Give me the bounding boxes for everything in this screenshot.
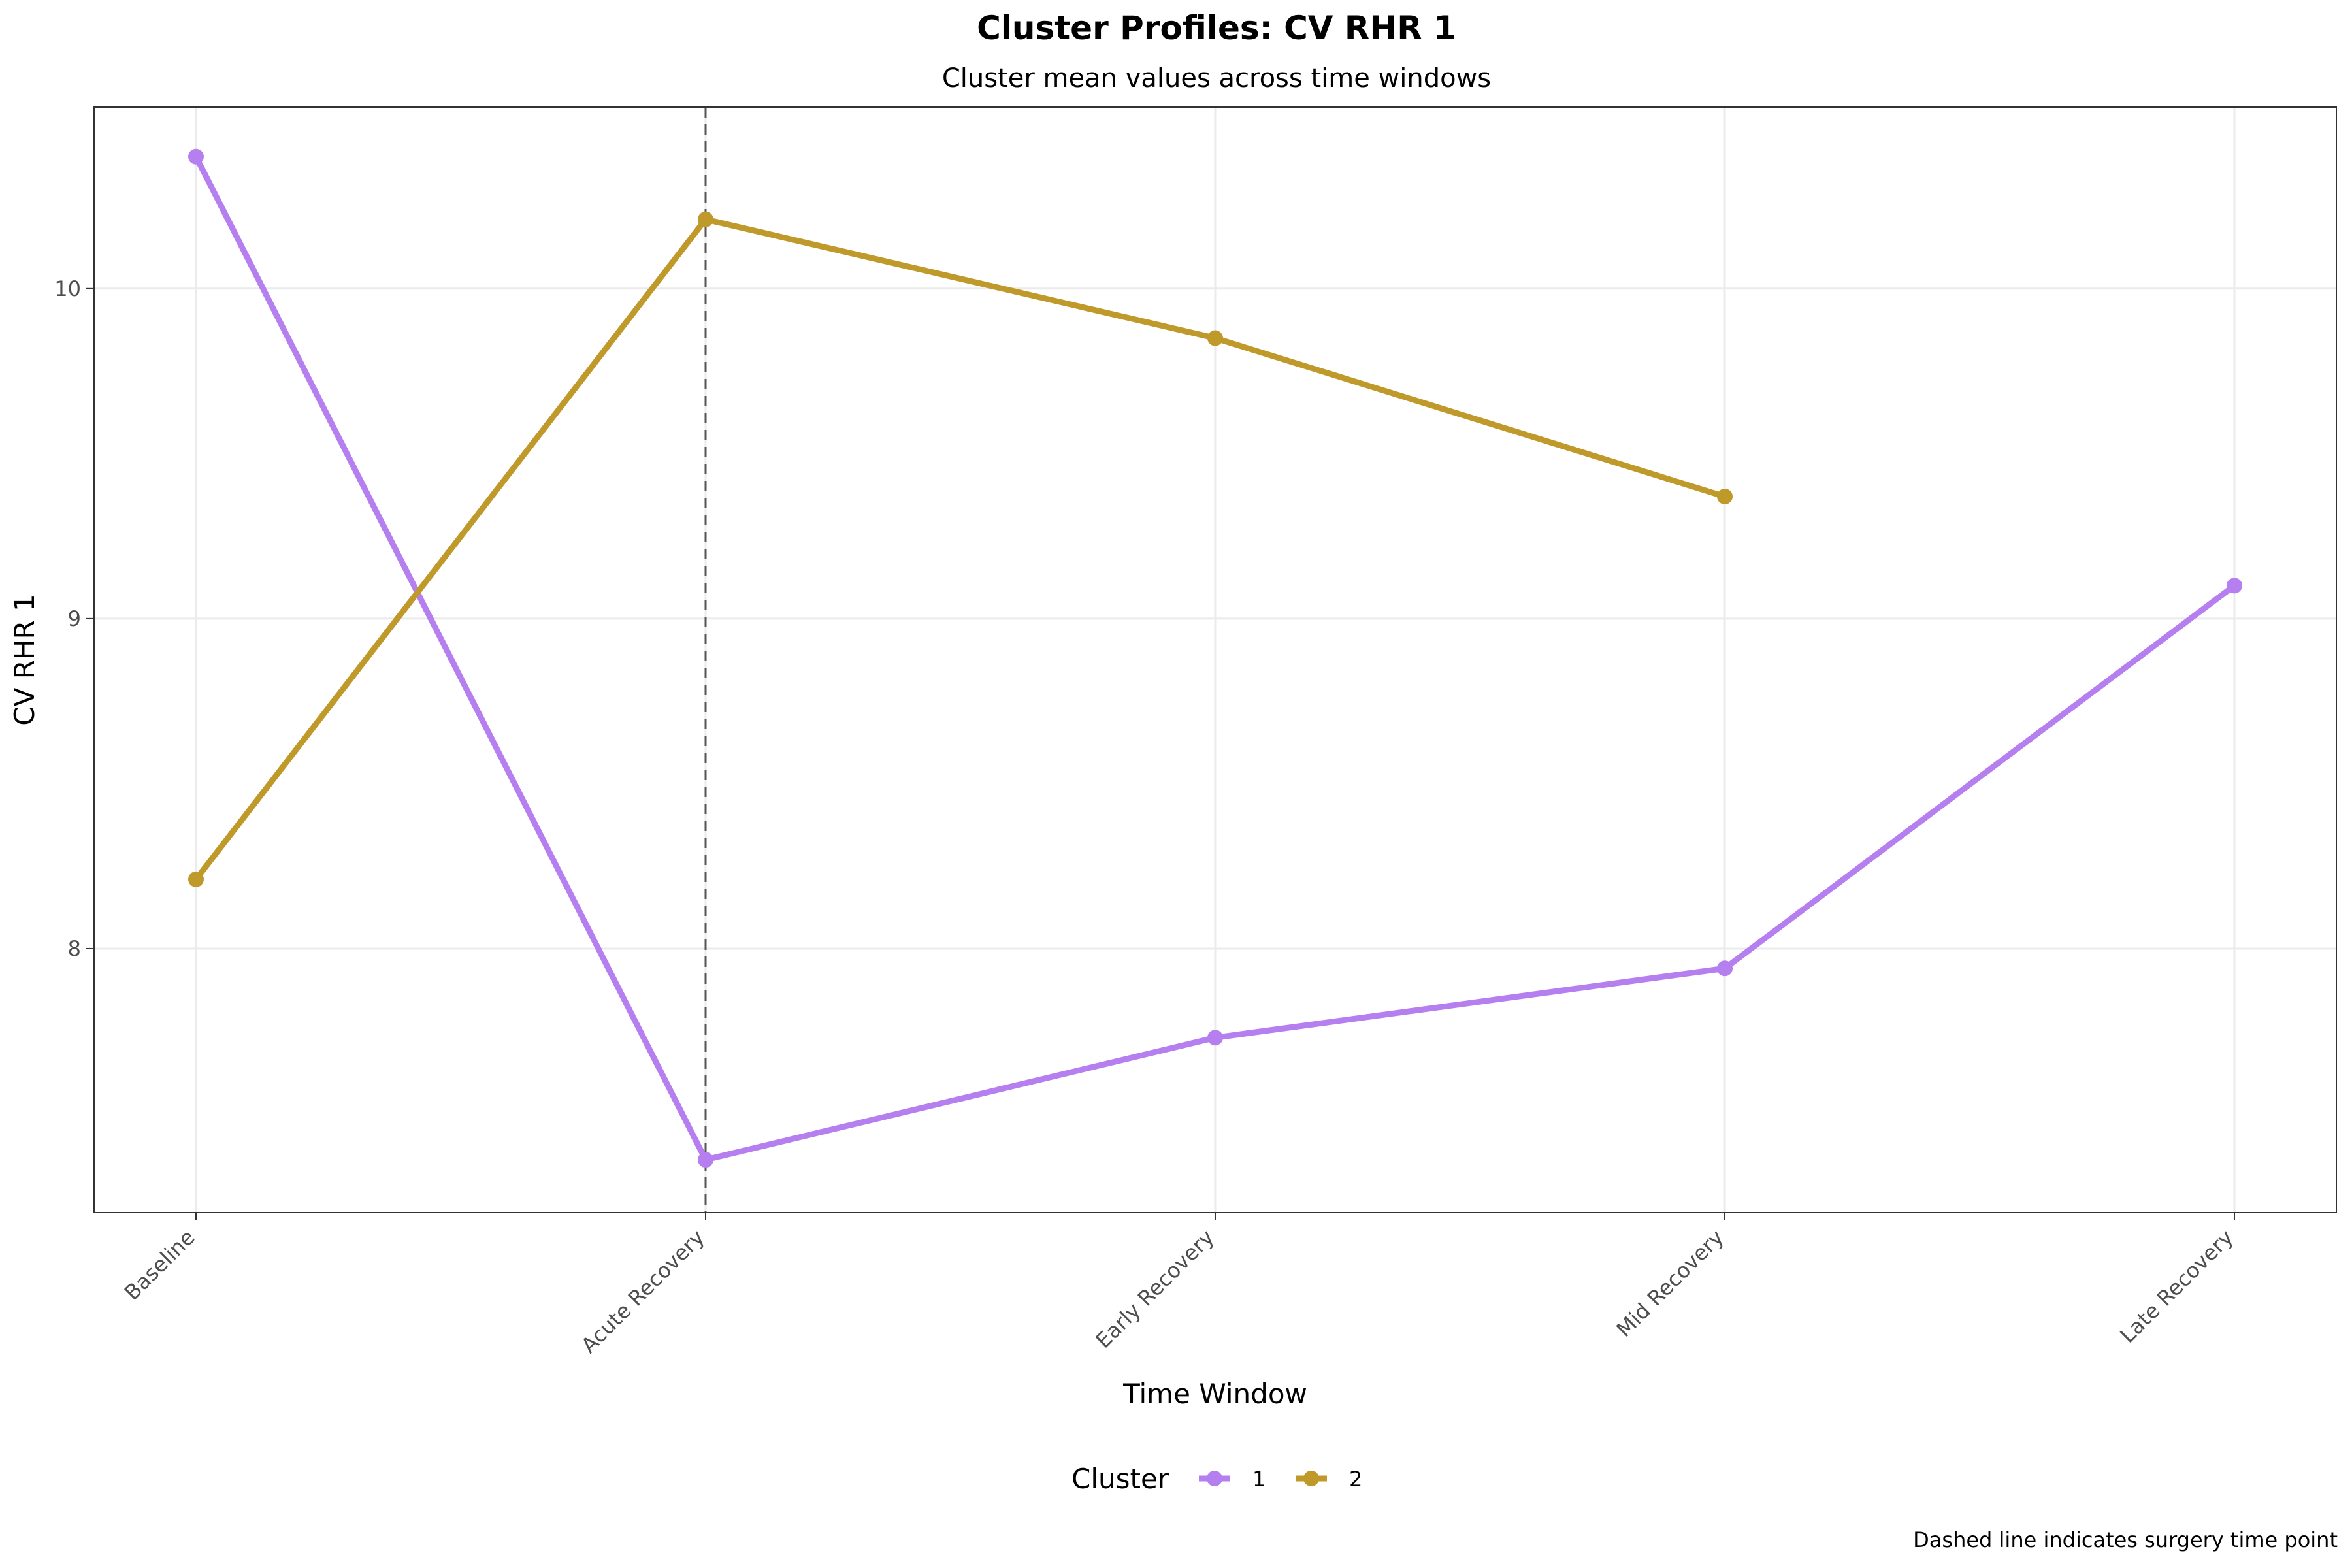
chart-caption: Dashed line indicates surgery time point <box>1913 1527 2338 1552</box>
legend-key-point-1 <box>1207 1471 1222 1486</box>
legend-key-point-2 <box>1303 1471 1319 1486</box>
series-layer <box>188 148 2242 1168</box>
data-point-series-2 <box>698 211 713 227</box>
x-tick-label: Late Recovery <box>2115 1225 2238 1348</box>
x-tick-label: Mid Recovery <box>1612 1225 1729 1342</box>
x-tick-label: Acute Recovery <box>576 1225 710 1358</box>
data-point-series-1 <box>698 1152 713 1168</box>
legend-title: Cluster <box>1071 1463 1169 1495</box>
series-line-2 <box>193 216 1728 883</box>
legend-label-1: 1 <box>1252 1467 1266 1492</box>
x-axis-title: Time Window <box>1122 1378 1307 1410</box>
axis-layer: Baseline Acute Recovery Early Recovery Mid … <box>54 276 2238 1358</box>
data-point-series-2 <box>1717 488 1733 504</box>
legend-label-2: 2 <box>1349 1467 1362 1492</box>
y-tick-label: 10 <box>54 276 81 301</box>
chart-subtitle: Cluster mean values across time windows <box>942 63 1491 93</box>
x-tick-label: Baseline <box>120 1225 200 1305</box>
data-point-series-1 <box>2227 578 2242 594</box>
grid-layer <box>94 107 2336 1213</box>
data-point-series-1 <box>1717 960 1733 977</box>
x-tick-label: Early Recovery <box>1091 1225 1219 1353</box>
y-axis-title: CV RHR 1 <box>8 594 41 725</box>
y-tick-label: 8 <box>68 936 81 961</box>
data-point-series-2 <box>1207 330 1223 346</box>
data-point-series-1 <box>1207 1030 1223 1046</box>
y-tick-label: 9 <box>68 606 81 631</box>
legend: Cluster 1 2 <box>1071 1463 1362 1495</box>
data-point-series-1 <box>188 148 204 165</box>
data-point-series-2 <box>188 871 204 887</box>
chart-title: Cluster Profiles: CV RHR 1 <box>977 9 1456 47</box>
